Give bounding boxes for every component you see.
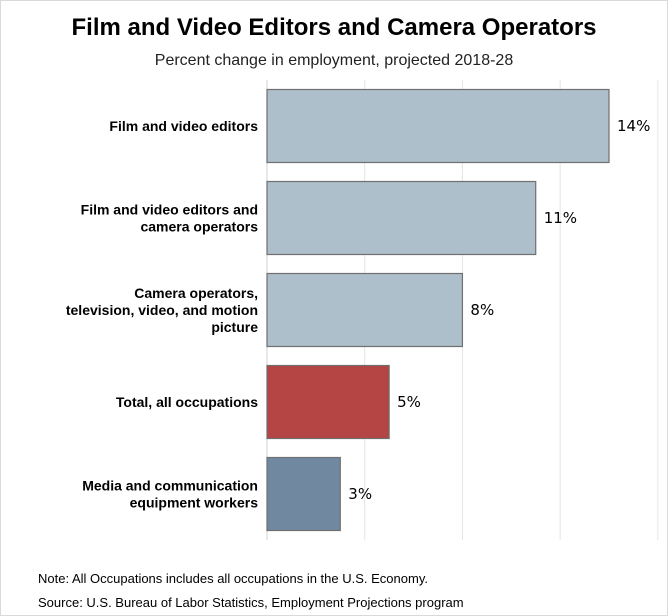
- bar: [266, 364, 390, 440]
- data-label: 11%: [544, 209, 577, 227]
- footnote: Note: All Occupations includes all occup…: [38, 571, 428, 586]
- data-label: 3%: [348, 485, 372, 503]
- chart-subtitle: Percent change in employment, projected …: [154, 52, 514, 69]
- category-label: Camera operators, television, video, and …: [66, 285, 258, 335]
- data-label: 5%: [397, 393, 421, 411]
- category-label: Film and video editors and camera operato…: [81, 202, 259, 235]
- bar: [266, 456, 341, 532]
- category-label: Media and communication equipment workers: [82, 478, 258, 511]
- data-label: 14%: [617, 117, 650, 135]
- category-label: Film and video editors: [109, 118, 258, 134]
- bar: [266, 180, 537, 256]
- data-label: 8%: [470, 301, 494, 319]
- category-label: Total, all occupations: [116, 394, 258, 410]
- bar: [266, 272, 464, 348]
- chart-title: Film and Video Editors and Camera Operat…: [71, 14, 597, 41]
- source-note: Source: U.S. Bureau of Labor Statistics,…: [38, 595, 464, 610]
- bar: [266, 88, 610, 164]
